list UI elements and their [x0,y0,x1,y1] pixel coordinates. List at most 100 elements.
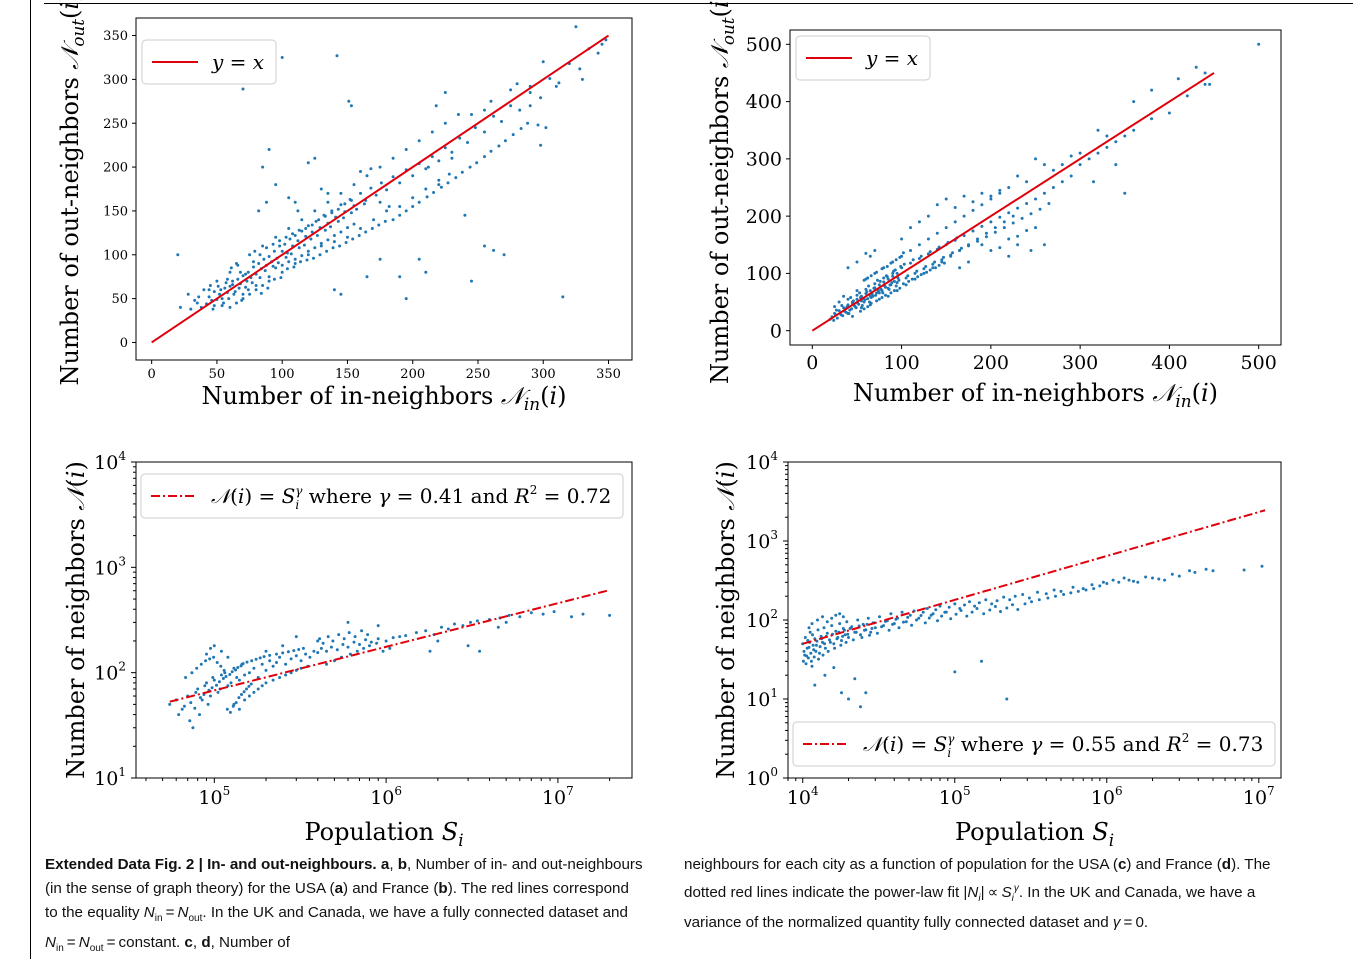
data-point [528,104,532,108]
data-point [887,628,891,632]
data-point [958,249,962,252]
data-point [931,612,935,616]
data-point [917,257,921,260]
data-point [310,223,314,227]
legend: 𝒩(i) = Siγ where γ = 0.55 and R2 = 0.73 [792,721,1276,767]
data-point [866,297,870,301]
data-point [968,600,971,604]
data-point [304,234,308,238]
data-point [503,139,507,143]
data-point [1132,128,1136,132]
data-point [863,298,867,302]
data-point [177,713,181,717]
data-point [339,191,343,195]
data-point [378,200,382,204]
data-point [838,612,842,616]
data-point [275,661,278,664]
legend: y = x [795,35,931,81]
data-point [1007,186,1011,189]
data-point [975,607,979,610]
data-point [347,631,351,635]
legend-box [141,39,277,85]
data-point [1092,180,1095,184]
data-point [833,646,837,650]
data-point [304,227,308,230]
data-point [404,209,408,213]
x-tick-label: 250 [466,367,491,382]
data-point [866,276,870,280]
y-tick-label: 350 [103,29,128,44]
data-point [224,281,228,285]
data-point [835,637,839,641]
data-point [922,267,926,271]
data-point [496,625,500,629]
data-point [1211,569,1215,573]
data-point [1027,596,1031,600]
x-tick-label: 400 [1151,352,1187,374]
data-point [949,617,953,621]
data-point [539,96,543,100]
data-point [519,127,523,130]
data-point [839,643,843,647]
data-point [276,261,280,265]
data-point [252,690,256,694]
data-point [958,266,962,270]
data-point [489,149,493,153]
data-point [352,640,356,644]
x-tick-label: 106 [370,784,402,809]
data-point [840,691,843,695]
data-point [867,284,871,288]
data-point [892,269,896,273]
x-tick-label: 100 [270,367,295,382]
data-point [331,246,335,250]
data-point [850,307,854,311]
data-point [312,649,316,653]
data-point [208,657,212,661]
data-point [980,243,984,247]
data-point [364,230,368,234]
data-point [184,676,188,679]
data-point [1023,602,1027,606]
data-point [323,228,327,232]
data-point [237,678,241,682]
data-point [906,615,910,619]
data-point [342,216,345,220]
data-point [844,640,848,644]
data-point [208,284,212,287]
data-point [267,148,271,151]
data-point [357,234,361,237]
data-point [557,81,561,85]
data-point [189,701,193,705]
legend-box [795,35,931,81]
data-point [819,634,823,638]
data-point [271,678,275,682]
data-point [475,619,479,623]
data-point [461,624,465,628]
data-point [872,286,876,290]
data-point [417,257,421,261]
data-point [544,126,548,130]
data-point [292,649,296,653]
data-point [315,234,319,237]
data-point [301,646,305,650]
data-point [536,123,540,127]
data-point [483,130,486,134]
data-point [378,165,382,169]
data-point [318,253,322,257]
data-point [287,227,291,230]
data-point [1117,580,1121,584]
data-point [237,286,241,290]
data-point [432,191,436,194]
y-tick-label: 150 [103,204,128,219]
data-point [1170,572,1174,576]
data-point [319,646,323,650]
data-point [846,632,850,636]
x-tick-label: 350 [596,367,621,382]
data-point [980,191,984,195]
y-tick-label: 200 [103,161,128,176]
data-point [1016,243,1020,247]
data-point [234,701,238,705]
data-point [902,262,906,266]
y-tick-label: 100 [103,248,128,263]
data-point [256,687,260,691]
